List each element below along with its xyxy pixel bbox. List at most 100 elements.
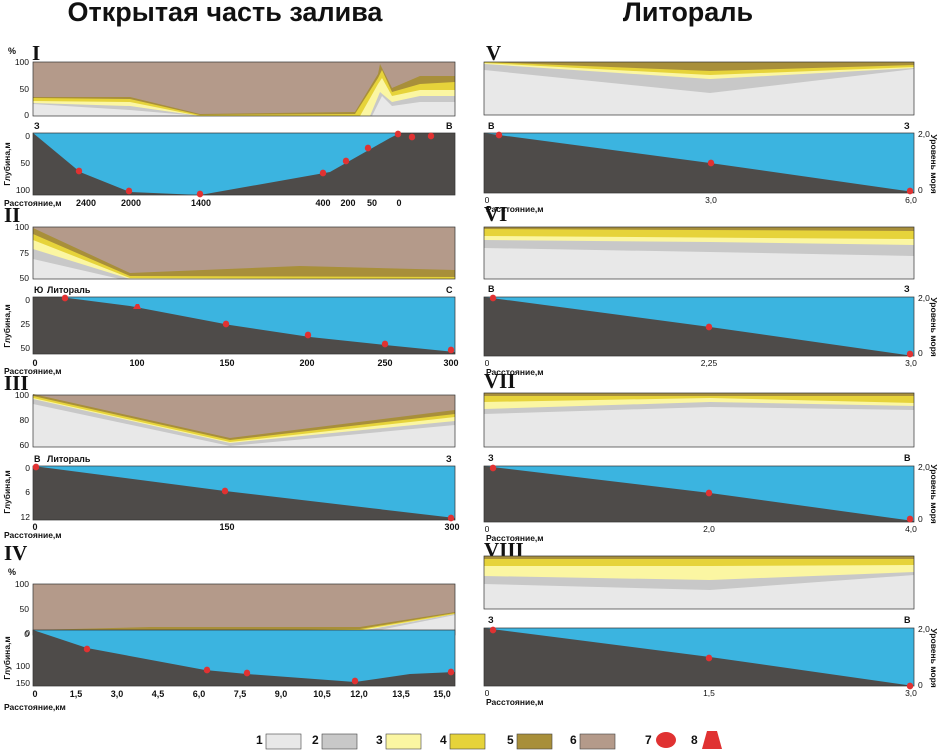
station-marker <box>447 514 455 522</box>
panel-IV-numeral: IV <box>4 541 27 565</box>
panel-VIII-profile-frame <box>483 627 915 687</box>
panel-V-distance-label: Расстояние,м <box>486 204 544 214</box>
station-marker <box>906 350 914 358</box>
legend-label-7: 7 <box>645 733 652 747</box>
panel-VIII-level-tick: 0 <box>918 680 923 690</box>
station-marker <box>427 132 435 140</box>
panel-III-dist-tick: 300 <box>444 522 459 532</box>
panel-II-dist-tick: 0 <box>32 358 37 368</box>
panel-VII-dist-tick: 2,0 <box>703 524 715 534</box>
panel-I-numeral: I <box>32 41 40 65</box>
panel-IV-dist-tick: 10,5 <box>313 689 331 699</box>
panel-V-numeral: V <box>486 41 501 65</box>
legend: 1 2 3 4 5 6 7 8 <box>256 731 722 750</box>
legend-label-1: 1 <box>256 733 263 747</box>
header-open-bay: Открытая часть залива <box>68 0 384 27</box>
panel-III-pct-tick: 100 <box>15 390 29 400</box>
panel-IV-profile-frame <box>32 629 456 687</box>
station-marker <box>32 463 40 471</box>
panel-V-level-tick: 0 <box>918 185 923 195</box>
panel-VIII-stations <box>489 626 914 690</box>
panel-I-stations <box>75 130 435 198</box>
panel-IV-dist-tick: 0 <box>32 689 37 699</box>
panel-II-depth-tick: 0 <box>25 295 30 305</box>
panel-II-dist-tick: 300 <box>443 358 458 368</box>
panel-VI-profile-frame <box>483 296 915 357</box>
panel-II-pct-tick: 75 <box>20 248 30 258</box>
station-marker <box>381 340 389 348</box>
panel-VI-distance-label: Расстояние,м <box>486 367 544 377</box>
station-marker <box>394 130 402 138</box>
panel-VI-composition-frame <box>483 226 915 280</box>
panel-II-composition-frame <box>32 226 456 280</box>
panel-IV-seabed <box>33 630 455 686</box>
panel-VI-stations <box>489 294 914 358</box>
panel-II-dist-tick: 250 <box>377 358 392 368</box>
panel-VII-sea-level-label: Уровень моря <box>929 464 939 523</box>
panel-I-dist-tick: 2000 <box>121 198 141 208</box>
panel-II: II 100 75 50 Ю Литораль С Глубина,м 0 25… <box>2 203 459 376</box>
panel-V-dir-left: В <box>488 121 495 131</box>
panel-I-dir-right: В <box>446 121 453 131</box>
panel-I-layer-3 <box>33 78 455 116</box>
panel-III-dir-left: В <box>34 454 41 464</box>
panel-IV-dist-tick: 12,0 <box>350 689 368 699</box>
header-littoral: Литораль <box>623 0 753 27</box>
panel-V-sea-level-label: Уровень моря <box>929 134 939 193</box>
panel-VIII-dir-right: В <box>904 615 911 625</box>
station-marker <box>61 294 69 302</box>
panel-III-profile-frame <box>32 465 456 521</box>
panel-VII-composition-frame <box>483 392 915 448</box>
panel-II-dir-left: Ю <box>34 285 43 295</box>
panel-I-depth-tick: 100 <box>16 185 30 195</box>
station-marker-trapezoid <box>133 304 141 309</box>
panel-I-dist-tick: 1400 <box>191 198 211 208</box>
panel-IV-depth-label: Глубина,м <box>2 636 12 679</box>
panel-V-layer-5 <box>484 62 914 71</box>
panel-II-distance-label: Расстояние,м <box>4 366 62 376</box>
panel-VII: VII З В 2,0 0 Уровень моря 0 2,0 4,0 Рас… <box>483 369 939 543</box>
panel-VI-layer-5 <box>484 227 914 231</box>
red-ellipse-icon <box>656 732 676 748</box>
station-marker <box>243 669 251 677</box>
panel-III-pct-tick: 60 <box>20 440 30 450</box>
panel-VIII-distance-label: Расстояние,м <box>486 697 544 707</box>
panel-VII-stations <box>489 464 914 523</box>
panel-II-numeral: II <box>4 203 20 227</box>
panel-VI-numeral: VI <box>484 202 507 226</box>
legend-swatch-1 <box>265 733 302 750</box>
panel-II-dir-right: С <box>446 285 453 295</box>
panel-I-depth-label: Глубина,м <box>2 142 12 185</box>
panel-VI-dist-tick: 0 <box>485 358 490 368</box>
legend-swatch-4 <box>449 733 486 750</box>
panel-I-seabed <box>33 133 455 195</box>
panel-II-pct-tick: 100 <box>15 222 29 232</box>
panel-IV-dist-tick: 1,5 <box>70 689 83 699</box>
panel-VI-seabed <box>484 297 914 356</box>
station-marker <box>906 187 914 195</box>
panel-V-dist-tick: 3,0 <box>705 195 717 205</box>
panel-I-layer-1 <box>33 96 455 116</box>
station-marker <box>489 464 497 472</box>
panel-II-depth-label: Глубина,м <box>2 304 12 347</box>
panel-VI-sea-level-label: Уровень моря <box>929 297 939 356</box>
legend-label-2: 2 <box>312 733 319 747</box>
panel-III-seabed <box>33 466 455 520</box>
panel-VI: VI В З 2,0 0 Уровень моря 0 2,25 3,0 Рас… <box>483 202 939 377</box>
panel-IV-layer-4 <box>33 613 455 635</box>
panel-II-seabed <box>33 297 455 354</box>
panel-IV-pct-tick: 50 <box>20 604 30 614</box>
panel-VIII-dist-tick: 1,5 <box>703 688 715 698</box>
station-marker <box>705 323 713 331</box>
panel-III-depth-tick: 12 <box>21 512 31 522</box>
legend-label-5: 5 <box>507 733 514 747</box>
panel-I-pct-tick: 0 <box>24 110 29 120</box>
station-marker <box>364 144 372 152</box>
panel-VIII-dist-tick: 0 <box>485 688 490 698</box>
panel-VIII-composition-frame <box>483 555 915 610</box>
station-marker <box>203 666 211 674</box>
station-marker <box>489 294 497 302</box>
panel-VII-layer-5 <box>484 393 914 396</box>
panel-VI-dist-tick: 3,0 <box>905 358 917 368</box>
station-marker <box>447 668 455 676</box>
